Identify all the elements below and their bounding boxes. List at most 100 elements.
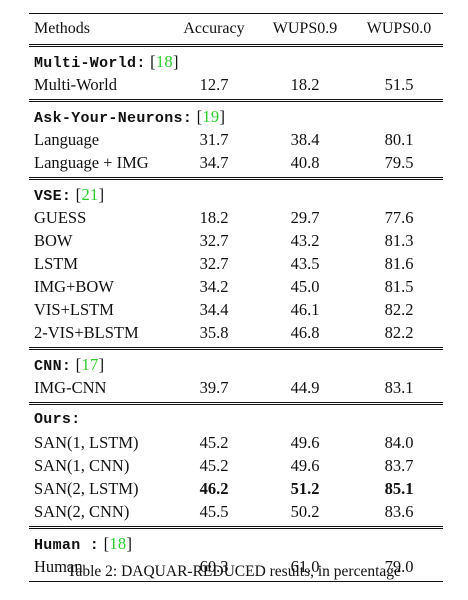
accuracy-cell: 31.7 bbox=[199, 130, 229, 149]
group-title-row: Ours: bbox=[29, 406, 443, 431]
table-row: Multi-World 12.7 18.2 51.5 bbox=[29, 73, 443, 96]
accuracy-cell: 45.5 bbox=[199, 502, 229, 521]
table-row: SAN(2, LSTM) 46.2 51.2 85.1 bbox=[29, 477, 443, 500]
table-row: Language + IMG 34.7 40.8 79.5 bbox=[29, 151, 443, 174]
table-row: VIS+LSTM 34.4 46.1 82.2 bbox=[29, 298, 443, 321]
table-row: SAN(2, CNN) 45.5 50.2 83.6 bbox=[29, 500, 443, 523]
table-row: GUESS 18.2 29.7 77.6 bbox=[29, 206, 443, 229]
method-cell: SAN(1, CNN) bbox=[34, 456, 130, 475]
method-cell: IMG+BOW bbox=[34, 277, 114, 296]
method-group: VSE: [21] GUESS 18.2 29.7 77.6 BOW 32.7 43.2 81.… bbox=[29, 181, 443, 347]
wups00-cell: 79.0 bbox=[384, 557, 414, 576]
group-citation[interactable]: [19] bbox=[192, 107, 225, 126]
wups00-cell: 51.5 bbox=[384, 75, 414, 94]
group-title-text: Multi-World: bbox=[34, 55, 146, 72]
citation-open-bracket: [ bbox=[103, 534, 110, 553]
header-accuracy: Accuracy bbox=[183, 20, 245, 37]
citation-close-bracket: ] bbox=[98, 185, 105, 204]
wups00-cell: 79.5 bbox=[384, 153, 414, 172]
citation-number-link[interactable]: 18 bbox=[109, 534, 127, 553]
wups00-cell: 84.0 bbox=[384, 433, 414, 452]
table-row: IMG-CNN 39.7 44.9 83.1 bbox=[29, 376, 443, 399]
accuracy-cell: 46.2 bbox=[199, 479, 229, 498]
table-row: SAN(1, CNN) 45.2 49.6 83.7 bbox=[29, 454, 443, 477]
wups09-cell: 46.8 bbox=[290, 323, 320, 342]
group-citation[interactable]: [18] bbox=[146, 52, 179, 71]
method-group: Ask-Your-Neurons: [19] Language 31.7 38.4 80… bbox=[29, 103, 443, 177]
group-title: CNN: [17] bbox=[34, 351, 104, 380]
group-citation[interactable]: [21] bbox=[71, 185, 104, 204]
group-title-row: Ask-Your-Neurons: [19] bbox=[29, 103, 443, 128]
header-wups09: WUPS0.9 bbox=[272, 20, 338, 37]
citation-number-link[interactable]: 17 bbox=[81, 355, 99, 374]
accuracy-cell: 12.7 bbox=[199, 75, 229, 94]
wups09-cell: 51.2 bbox=[290, 479, 320, 498]
group-title: Multi-World: [18] bbox=[34, 48, 179, 77]
table-row: SAN(1, LSTM) 45.2 49.6 84.0 bbox=[29, 431, 443, 454]
group-citation[interactable]: [18] bbox=[99, 534, 132, 553]
accuracy-cell: 45.2 bbox=[199, 433, 229, 452]
method-group: Human : [18] Human 60.3 61.0 79.0 bbox=[29, 530, 443, 581]
group-title: VSE: [21] bbox=[34, 181, 104, 210]
citation-close-bracket: ] bbox=[126, 534, 133, 553]
method-group: CNN: [17] IMG-CNN 39.7 44.9 83.1 bbox=[29, 351, 443, 402]
group-title: Human : [18] bbox=[34, 530, 132, 559]
group-title-text: Ask-Your-Neurons: bbox=[34, 110, 193, 127]
table-row: LSTM 32.7 43.5 81.6 bbox=[29, 252, 443, 275]
citation-number-link[interactable]: 21 bbox=[81, 185, 99, 204]
group-title-row: Multi-World: [18] bbox=[29, 48, 443, 73]
method-cell: SAN(2, CNN) bbox=[34, 502, 130, 521]
wups09-cell: 50.2 bbox=[290, 502, 320, 521]
wups00-cell: 82.2 bbox=[384, 323, 414, 342]
table-row: 2-VIS+BLSTM 35.8 46.8 82.2 bbox=[29, 321, 443, 344]
group-title-text: Human : bbox=[34, 537, 100, 554]
group-title-row: CNN: [17] bbox=[29, 351, 443, 376]
method-cell: Multi-World bbox=[34, 75, 117, 94]
group-title-row: VSE: [21] bbox=[29, 181, 443, 206]
method-cell: SAN(2, LSTM) bbox=[34, 479, 139, 498]
wups09-cell: 18.2 bbox=[290, 75, 320, 94]
citation-open-bracket: [ bbox=[75, 355, 82, 374]
group-separator bbox=[29, 347, 443, 350]
method-cell: Language + IMG bbox=[34, 153, 149, 172]
method-cell: 2-VIS+BLSTM bbox=[34, 323, 139, 342]
table-row: IMG+BOW 34.2 45.0 81.5 bbox=[29, 275, 443, 298]
accuracy-cell: 35.8 bbox=[199, 323, 229, 342]
group-title-text: CNN: bbox=[34, 358, 72, 375]
accuracy-cell: 39.7 bbox=[199, 378, 229, 397]
wups09-cell: 43.2 bbox=[290, 231, 320, 250]
table-row: Language 31.7 38.4 80.1 bbox=[29, 128, 443, 151]
wups00-cell: 83.6 bbox=[384, 502, 414, 521]
group-separator bbox=[29, 526, 443, 529]
accuracy-cell: 32.7 bbox=[199, 231, 229, 250]
accuracy-cell: 34.7 bbox=[199, 153, 229, 172]
table-header-row: Methods Accuracy WUPS0.9 WUPS0.0 bbox=[29, 14, 443, 44]
group-separator bbox=[29, 177, 443, 180]
wups09-cell: 40.8 bbox=[290, 153, 320, 172]
citation-close-bracket: ] bbox=[98, 355, 105, 374]
group-title: Ask-Your-Neurons: [19] bbox=[34, 103, 225, 132]
group-separator bbox=[29, 402, 443, 405]
table-caption: Table 2: DAQUAR-REDUCED results, in perc… bbox=[67, 563, 401, 580]
method-cell: BOW bbox=[34, 231, 73, 250]
wups00-cell: 83.1 bbox=[384, 378, 414, 397]
citation-number-link[interactable]: 19 bbox=[202, 107, 220, 126]
header-methods: Methods bbox=[34, 20, 90, 37]
group-citation[interactable]: [17] bbox=[71, 355, 104, 374]
accuracy-cell: 18.2 bbox=[199, 208, 229, 227]
citation-open-bracket: [ bbox=[150, 52, 156, 71]
citation-open-bracket: [ bbox=[75, 185, 82, 204]
method-cell: Language bbox=[34, 130, 100, 149]
accuracy-cell: 34.2 bbox=[199, 277, 229, 296]
accuracy-cell: 60.3 bbox=[199, 557, 229, 576]
accuracy-cell: 32.7 bbox=[199, 254, 229, 273]
citation-number-link[interactable]: 18 bbox=[155, 52, 173, 71]
wups00-cell: 81.6 bbox=[384, 254, 414, 273]
accuracy-cell: 34.4 bbox=[199, 300, 229, 319]
wups09-cell: 49.6 bbox=[290, 433, 320, 452]
wups09-cell: 49.6 bbox=[290, 456, 320, 475]
wups09-cell: 44.9 bbox=[290, 378, 320, 397]
method-group: Multi-World: [18] Multi-World 12.7 18.2 51.5 bbox=[29, 48, 443, 99]
group-title-text: VSE: bbox=[34, 188, 72, 205]
group-title-text: Ours: bbox=[34, 411, 81, 428]
